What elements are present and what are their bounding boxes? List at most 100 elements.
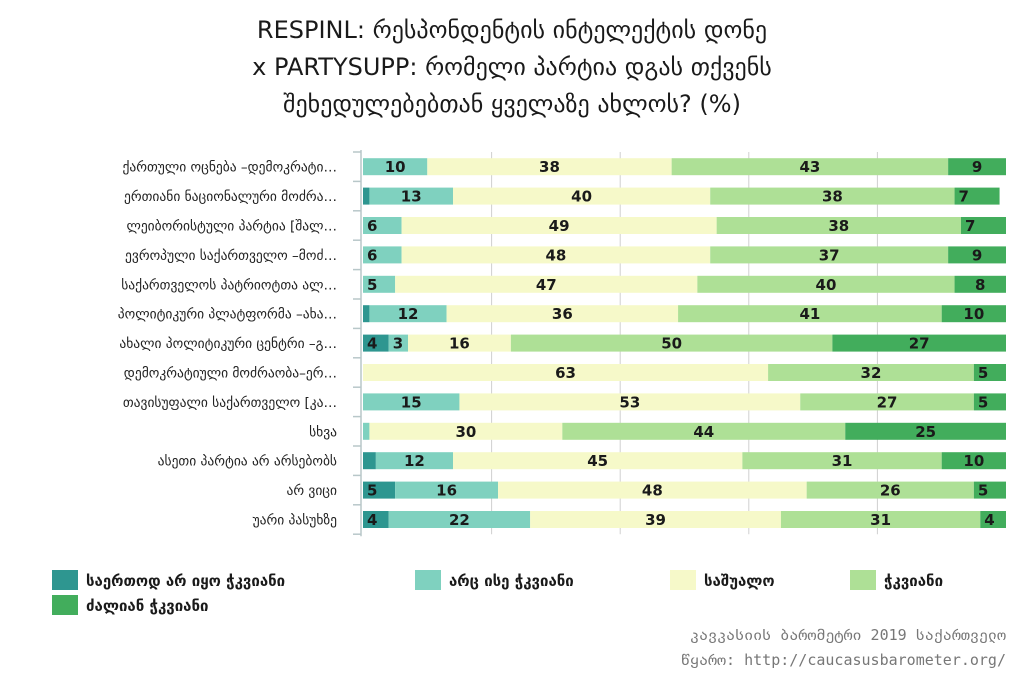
- bar-segment: [363, 305, 370, 323]
- title-line-2: x PARTYSUPP: რომელი პარტია დგას თქვენს: [252, 53, 772, 81]
- value-labels: 10 38 43 913 40 38 76 49 38 76 48 37 95 47 40 812 36 41 10…: [367, 158, 995, 529]
- data-label: 40: [571, 188, 592, 206]
- data-label: 45: [587, 452, 608, 470]
- bar-segment: [780, 511, 981, 528]
- data-label: 48: [642, 482, 663, 500]
- data-label: 5: [978, 482, 988, 500]
- data-label: 50: [661, 335, 682, 353]
- bar-segment: [453, 187, 711, 205]
- data-label: 53: [619, 393, 640, 411]
- bar-segment: [446, 305, 679, 323]
- legend-label: ძალიან ჭკვიანი: [86, 597, 208, 615]
- bar-segment: [948, 158, 1006, 176]
- category-label: ერთიანი ნაციონალური მოძრა…: [124, 188, 337, 205]
- category-label: პოლიტიკური პლატფორმა –ახა…: [118, 306, 337, 323]
- bar-segment: [832, 334, 1006, 352]
- bar-segment: [768, 364, 974, 381]
- legend-swatch: [415, 570, 441, 590]
- data-label: 9: [972, 246, 982, 264]
- data-label: 12: [404, 452, 425, 470]
- data-label: 7: [965, 217, 975, 235]
- bar-segment: [973, 393, 1006, 411]
- bar-segment: [363, 246, 402, 264]
- category-label: უარი პასუხზე: [253, 512, 338, 529]
- data-label: 30: [455, 423, 476, 441]
- bar-segment: [710, 246, 949, 264]
- legend-swatch: [850, 570, 876, 590]
- category-label: სხვა: [309, 424, 337, 440]
- data-label: 5: [367, 276, 377, 294]
- data-label: 37: [819, 246, 840, 264]
- data-label: 6: [367, 246, 377, 264]
- legend-label: ჭკვიანი: [884, 572, 943, 590]
- data-label: 6: [367, 217, 377, 235]
- bar-segment: [401, 217, 717, 234]
- legend-label: საშუალო: [704, 572, 775, 590]
- bar-segment: [710, 187, 955, 205]
- bar-segment: [363, 217, 402, 234]
- bar-segment: [671, 158, 949, 176]
- bar-segment: [363, 275, 396, 293]
- data-label: 39: [645, 511, 666, 529]
- bar-segment: [388, 511, 531, 528]
- category-label: თავისუფალი საქართველო [კა…: [123, 394, 337, 411]
- title-line-3: შეხედულებებთან ყველაზე ახლოს? (%): [283, 90, 741, 118]
- bar-segment: [369, 422, 563, 440]
- bar-segment: [562, 422, 846, 440]
- data-label: 27: [909, 335, 930, 353]
- data-label: 5: [978, 364, 988, 382]
- data-label: 43: [799, 158, 820, 176]
- legend-swatch: [670, 570, 696, 590]
- data-label: 31: [870, 511, 891, 529]
- data-label: 31: [832, 452, 853, 470]
- bar-segment: [960, 217, 1006, 234]
- bar-segment: [363, 422, 370, 440]
- bar-segment: [459, 393, 801, 411]
- bar-segment: [395, 481, 499, 499]
- bar-segment: [408, 334, 511, 352]
- bar-segment: [716, 217, 961, 234]
- bars: [363, 158, 1006, 528]
- data-label: 25: [915, 423, 936, 441]
- data-label: 4: [367, 511, 377, 529]
- bar-segment: [401, 246, 711, 264]
- source-line-1: კავკასიის ბარომეტრი 2019 საქართველო: [690, 626, 1006, 644]
- data-label: 13: [401, 188, 422, 206]
- chart-title: RESPINL: რესპონდენტის ინტელექტის დონე x …: [252, 16, 772, 118]
- bar-segment: [375, 452, 454, 470]
- legend-label: საერთოდ არ იყო ჭკვიანი: [86, 572, 285, 590]
- category-label: საქართველოს პატრიოტთა ალ…: [121, 276, 337, 293]
- bar-segment: [800, 393, 974, 411]
- bar-segment: [510, 334, 833, 352]
- bar-segment: [973, 364, 1006, 381]
- bar-segment: [973, 481, 1006, 499]
- data-label: 40: [816, 276, 837, 294]
- bar-segment: [530, 511, 781, 528]
- bar-segment: [363, 452, 376, 470]
- source-line-2: წყარო: http://caucasusbarometer.org/: [681, 651, 1006, 669]
- data-label: 15: [401, 393, 422, 411]
- legend-swatch: [52, 570, 78, 590]
- bar-segment: [363, 393, 460, 411]
- category-label: ლეიბორისტული პარტია [შალ…: [126, 218, 337, 235]
- bar-segment: [941, 305, 1006, 323]
- bar-segment: [369, 305, 447, 323]
- data-label: 22: [449, 511, 470, 529]
- bar-segment: [427, 158, 672, 176]
- title-line-1: RESPINL: რესპონდენტის ინტელექტის დონე: [257, 16, 767, 44]
- data-label: 49: [549, 217, 570, 235]
- bar-segment: [941, 452, 1006, 470]
- data-label: 47: [536, 276, 557, 294]
- data-label: 36: [552, 305, 573, 323]
- data-label: 44: [693, 423, 714, 441]
- category-label: ევროპული საქართველო –მოძ…: [125, 247, 337, 264]
- bar-segment: [954, 187, 1000, 205]
- data-label: 63: [555, 364, 576, 382]
- bar-segment: [363, 334, 389, 352]
- data-label: 4: [367, 335, 377, 353]
- data-label: 5: [367, 482, 377, 500]
- category-label: ასეთი პარტია არ არსებობს: [158, 453, 337, 470]
- bar-segment: [363, 158, 428, 176]
- data-label: 38: [828, 217, 849, 235]
